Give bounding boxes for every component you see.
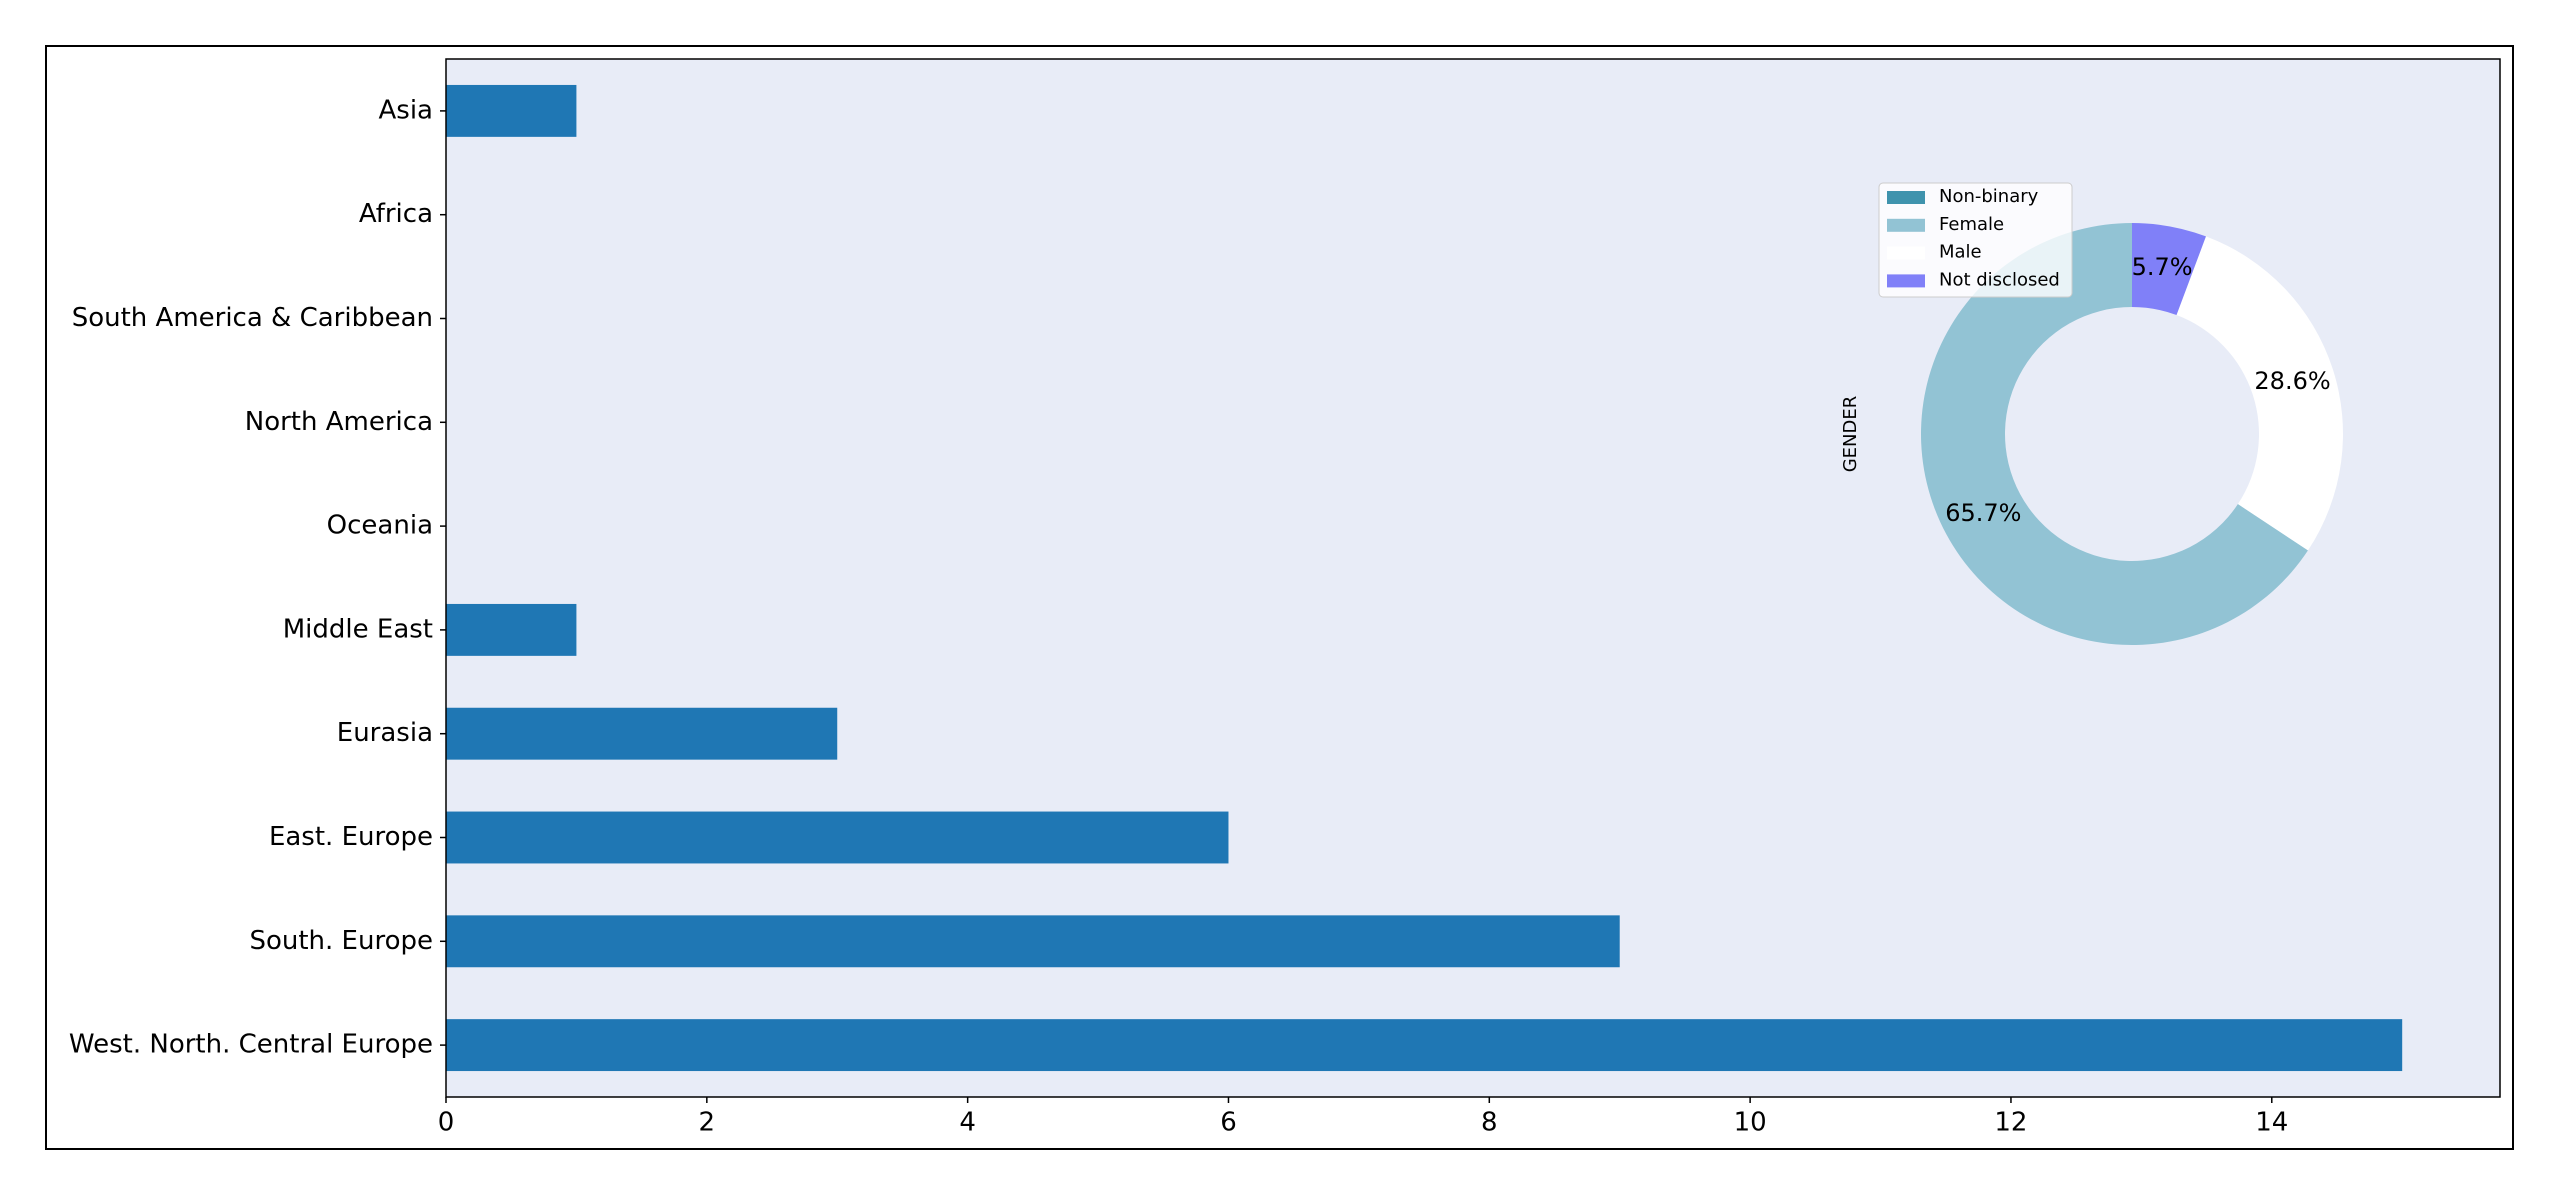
bar [446,707,838,760]
y-tick-label: Africa [359,199,433,229]
legend-swatch [1887,246,1925,260]
y-tick-label: Oceania [327,511,433,541]
x-tick-label: 12 [1994,1108,2027,1138]
y-tick-label: West. North. Central Europe [69,1030,433,1060]
x-tick-label: 6 [1220,1108,1237,1138]
legend-swatch [1887,191,1925,204]
pie-ylabel: GENDER [1840,396,1861,473]
bar [446,811,1229,864]
legend-label: Not disclosed [1939,269,2060,290]
pie-value-label: 65.7% [1945,499,2021,527]
legend-label: Male [1939,242,1982,263]
x-tick-label: 4 [959,1108,976,1138]
y-tick-label: East. Europe [269,822,433,852]
axes-frame [445,58,2501,1098]
pie-wedge [2176,236,2343,551]
y-tick-label: North America [245,407,433,437]
pie-wedge [1921,223,2308,645]
bar [446,603,577,656]
legend-label: Non-binary [1939,186,2039,207]
y-tick-label: Middle East [283,614,433,644]
x-tick-label: 2 [699,1108,716,1138]
y-tick-label: South America & Caribbean [72,303,433,333]
pie-wedge [2132,223,2206,316]
y-tick-label: Asia [379,95,434,125]
x-tick-label: 0 [438,1108,455,1138]
figure-frame [45,45,2514,1150]
bar [446,84,577,137]
bar [446,1019,2403,1072]
pie-value-label: 5.7% [2132,253,2193,281]
x-tick-label: 10 [1734,1108,1767,1138]
x-tick-label: 14 [2255,1108,2288,1138]
pie-value-label: 28.6% [2254,367,2330,395]
bar [446,915,1620,968]
y-tick-label: Eurasia [337,718,433,748]
legend-box [1878,182,2073,298]
y-tick-label: South. Europe [249,926,433,956]
legend-label: Female [1939,214,2004,235]
legend-swatch [1887,274,1925,288]
legend-swatch [1887,218,1925,232]
x-tick-label: 8 [1481,1108,1498,1138]
